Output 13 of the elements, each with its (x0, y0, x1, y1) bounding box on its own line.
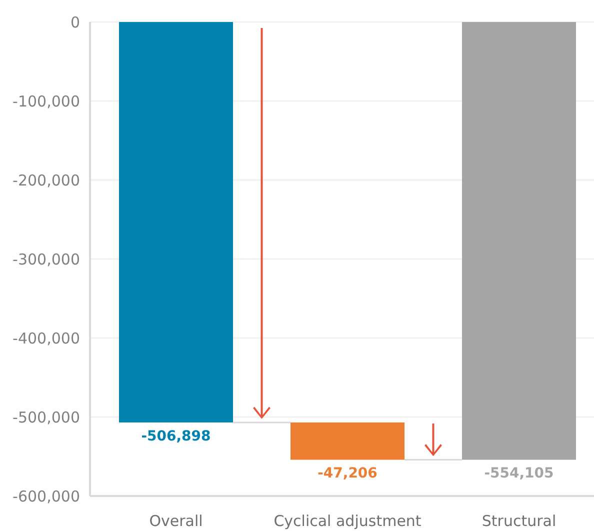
data-label: -554,105 (484, 466, 554, 482)
y-tick-label: -600,000 (12, 487, 80, 506)
y-tick-label: 0 (70, 13, 80, 32)
x-tick-label: Overall (149, 512, 203, 530)
y-tick-label: -200,000 (12, 171, 80, 190)
y-tick-label: -500,000 (12, 408, 80, 426)
data-label: -47,206 (318, 466, 378, 482)
x-tick-label: Cyclical adjustment (274, 512, 422, 530)
x-tick-label: Structural (482, 512, 556, 530)
data-label: -506,898 (141, 428, 211, 444)
y-tick-label: -300,000 (12, 250, 80, 268)
y-tick-label: -100,000 (12, 92, 80, 110)
y-tick-label: -400,000 (12, 329, 80, 348)
